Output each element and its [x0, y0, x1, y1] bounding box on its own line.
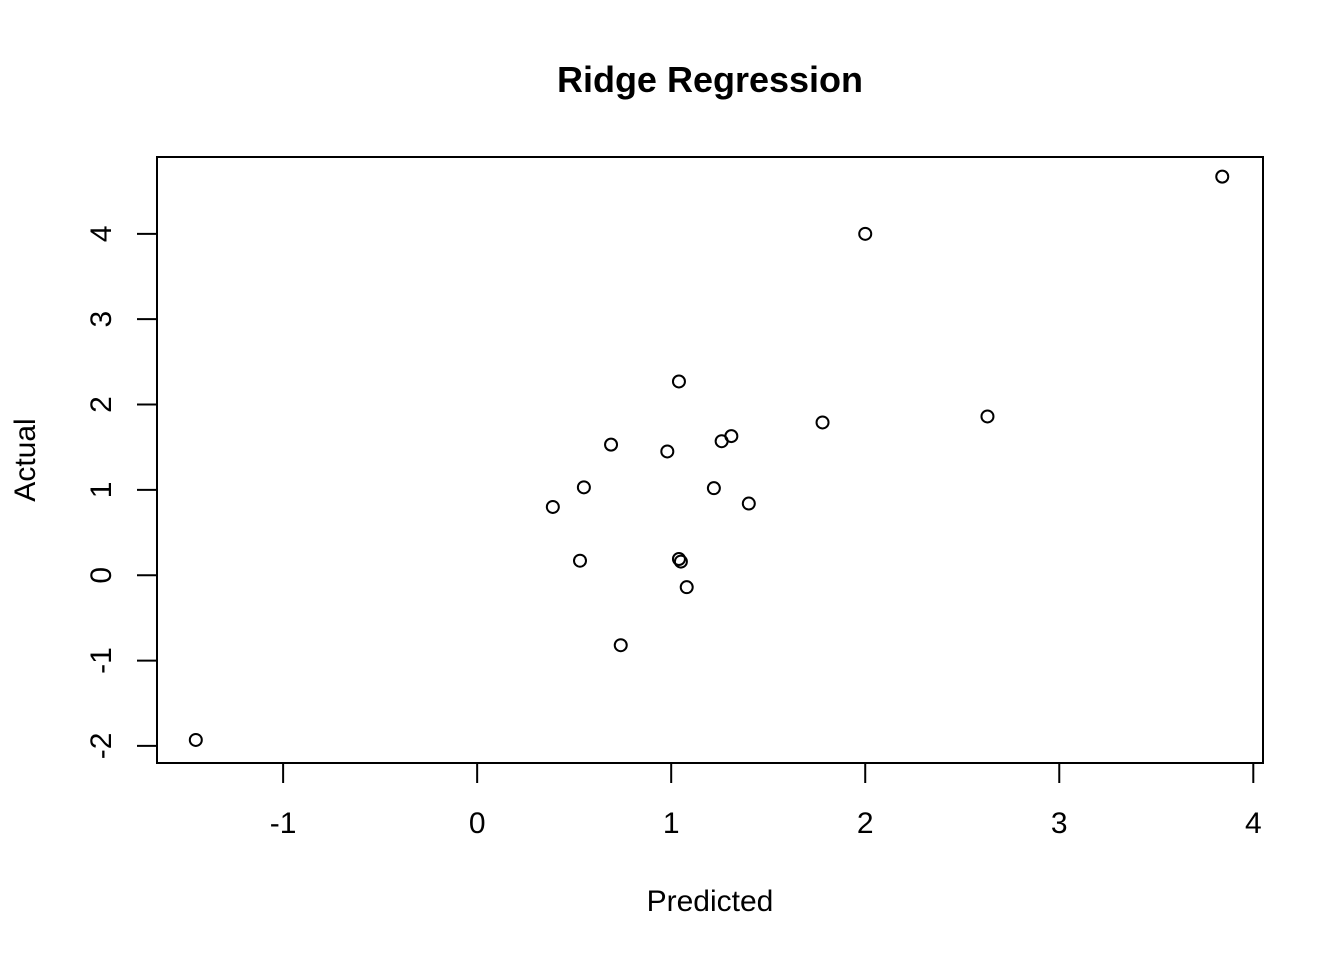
x-tick-label: 4 [1245, 807, 1262, 840]
data-point [545, 499, 560, 514]
data-point [572, 553, 587, 568]
y-tick-label: 0 [85, 567, 118, 584]
x-tick-label: 1 [663, 807, 680, 840]
y-tick-label: 1 [85, 482, 118, 499]
x-tick-label: 3 [1051, 807, 1068, 840]
data-point [815, 415, 830, 430]
y-axis: -2 -1 0 1 2 3 4 [85, 225, 158, 760]
data-point [706, 481, 721, 496]
data-point [741, 496, 756, 511]
y-tick-label: 2 [85, 396, 118, 413]
data-point [188, 732, 203, 747]
data-point [660, 444, 675, 459]
data-point [679, 580, 694, 595]
x-axis: -1 0 1 2 3 4 [270, 762, 1262, 840]
data-point [604, 437, 619, 452]
chart-title: Ridge Regression [557, 59, 863, 100]
x-tick-label: 2 [857, 807, 874, 840]
data-point [673, 554, 688, 569]
data-point [671, 552, 686, 567]
x-axis-label: Predicted [647, 885, 774, 918]
y-tick-label: 3 [85, 311, 118, 328]
data-point [858, 226, 873, 241]
data-point [613, 638, 628, 653]
y-axis-label: Actual [9, 418, 42, 501]
data-point [1215, 169, 1230, 184]
x-tick-label: 0 [469, 807, 486, 840]
data-point [724, 429, 739, 444]
data-point [671, 374, 686, 389]
y-tick-label: -2 [85, 733, 118, 760]
y-tick-label: -1 [85, 647, 118, 674]
data-point [576, 480, 591, 495]
plot-frame [156, 156, 1264, 764]
y-tick-label: 4 [85, 225, 118, 242]
data-point [980, 409, 995, 424]
x-tick-label: -1 [270, 807, 297, 840]
data-points [188, 169, 1230, 747]
